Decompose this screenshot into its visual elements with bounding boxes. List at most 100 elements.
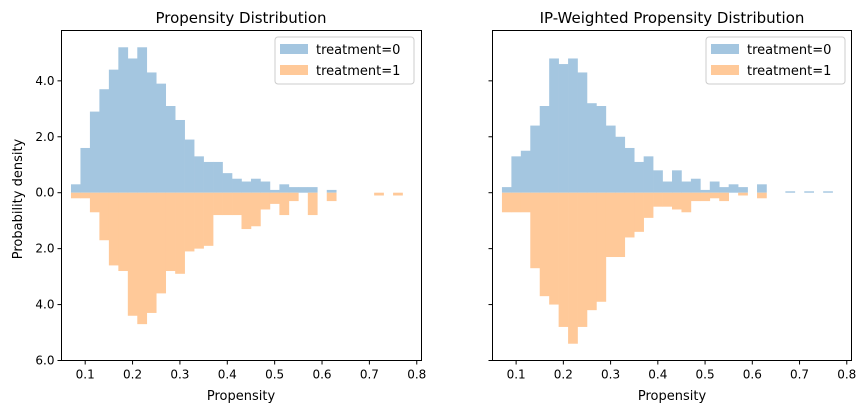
bar-treatment-1 xyxy=(184,192,195,252)
bar-treatment-0 xyxy=(194,156,204,193)
bar-treatment-0 xyxy=(298,187,309,193)
bar-treatment-0 xyxy=(785,191,796,193)
bar-treatment-0 xyxy=(241,181,252,193)
bar-treatment-0 xyxy=(203,161,214,193)
legend: treatment=0 treatment=1 xyxy=(274,36,415,85)
bar-treatment-0 xyxy=(80,147,91,193)
bar-treatment-0 xyxy=(184,139,195,193)
bar-treatment-1 xyxy=(511,192,522,213)
bar-treatment-0 xyxy=(558,64,569,193)
bar-treatment-1 xyxy=(127,192,138,316)
legend-box xyxy=(705,36,846,85)
bar-treatment-1 xyxy=(586,192,597,311)
bar-treatment-0 xyxy=(596,106,607,193)
x-tick-label: 0.7 xyxy=(360,368,379,382)
propensity-distribution-panel: Propensity Distribution Probability dens… xyxy=(11,9,426,404)
bar-treatment-0 xyxy=(269,189,280,193)
bar-treatment-1 xyxy=(719,192,729,202)
histogram-bars xyxy=(70,47,403,325)
bar-treatment-0 xyxy=(99,89,110,193)
bar-treatment-1 xyxy=(520,192,531,213)
plot-frame xyxy=(61,30,422,361)
bar-treatment-1 xyxy=(634,192,644,232)
bar-treatment-0 xyxy=(615,136,626,193)
bar-treatment-1 xyxy=(194,192,204,249)
bar-treatment-1 xyxy=(624,192,635,238)
x-tick-label: 0.4 xyxy=(218,368,237,382)
bar-treatment-1 xyxy=(681,192,692,213)
axis-ticks: 0.1 0.2 0.3 0.4 0.5 0.6 0.7 0.8 4.0 2.0 0.0 2.0 4.0 6… xyxy=(35,74,426,382)
bar-treatment-0 xyxy=(823,191,833,193)
bar-treatment-1 xyxy=(568,192,578,344)
bar-treatment-0 xyxy=(250,178,261,193)
bar-treatment-0 xyxy=(520,150,531,193)
bar-treatment-0 xyxy=(501,187,512,193)
plot-frame xyxy=(492,30,852,361)
bar-treatment-1 xyxy=(558,192,569,327)
bar-treatment-0 xyxy=(804,191,815,193)
bar-treatment-0 xyxy=(643,156,654,193)
bar-treatment-1 xyxy=(596,192,607,302)
bar-treatment-1 xyxy=(549,192,559,305)
bar-treatment-0 xyxy=(634,161,644,193)
y-tick-label: 0.0 xyxy=(35,186,54,200)
bar-treatment-0 xyxy=(222,173,233,193)
bar-treatment-0 xyxy=(738,187,748,193)
bar-treatment-0 xyxy=(530,125,541,193)
bar-treatment-0 xyxy=(757,184,767,193)
ip-weighted-propensity-distribution-panel: IP-Weighted Propensity Distribution Prop… xyxy=(488,9,856,404)
x-tick-label: 0.1 xyxy=(507,368,526,382)
bar-treatment-1 xyxy=(250,192,261,227)
bar-treatment-0 xyxy=(728,184,739,193)
bar-treatment-0 xyxy=(165,106,176,193)
y-tick-label: 2.0 xyxy=(35,242,54,256)
legend: treatment=0 treatment=1 xyxy=(705,36,846,85)
legend-label-treatment-1: treatment=1 xyxy=(316,64,400,79)
bar-treatment-1 xyxy=(175,192,185,274)
bar-treatment-0 xyxy=(146,72,157,193)
bar-treatment-1 xyxy=(662,192,673,207)
x-tick-label: 0.5 xyxy=(696,368,715,382)
legend-label-treatment-0: treatment=0 xyxy=(747,43,831,58)
bar-treatment-1 xyxy=(146,192,157,313)
bar-treatment-0 xyxy=(662,181,673,193)
bar-treatment-0 xyxy=(89,111,100,193)
axis-ticks: 0.1 0.2 0.3 0.4 0.5 0.6 0.7 0.8 xyxy=(488,80,856,382)
legend-label-treatment-1: treatment=1 xyxy=(747,64,831,79)
bar-treatment-0 xyxy=(175,119,185,193)
x-tick-label: 0.4 xyxy=(648,368,667,382)
bar-treatment-1 xyxy=(326,192,337,202)
chart-title: Propensity Distribution xyxy=(155,9,326,27)
bar-treatment-1 xyxy=(232,192,242,216)
bar-treatment-0 xyxy=(288,187,299,193)
bar-treatment-0 xyxy=(70,184,81,193)
x-tick-label: 0.6 xyxy=(743,368,762,382)
bar-treatment-0 xyxy=(137,47,148,193)
legend-swatch-treatment-1 xyxy=(280,65,308,75)
y-tick-label: 6.0 xyxy=(35,354,54,368)
bar-treatment-0 xyxy=(127,58,138,193)
bar-treatment-1 xyxy=(672,192,682,210)
x-tick-label: 0.8 xyxy=(407,368,426,382)
y-tick-label: 2.0 xyxy=(35,130,54,144)
bar-treatment-1 xyxy=(577,192,588,327)
bar-treatment-1 xyxy=(165,192,176,272)
bar-treatment-0 xyxy=(681,181,692,193)
x-tick-label: 0.3 xyxy=(170,368,189,382)
bar-treatment-0 xyxy=(307,187,318,193)
bar-treatment-0 xyxy=(568,58,578,193)
legend-swatch-treatment-0 xyxy=(280,44,308,54)
bar-treatment-0 xyxy=(719,187,729,193)
bar-treatment-0 xyxy=(690,178,701,193)
bar-treatment-1 xyxy=(156,192,167,294)
bar-treatment-1 xyxy=(70,192,81,199)
x-axis-label: Propensity xyxy=(207,389,276,404)
bar-treatment-1 xyxy=(393,192,403,196)
bar-treatment-1 xyxy=(279,192,290,216)
bar-treatment-1 xyxy=(643,192,654,218)
bar-treatment-1 xyxy=(213,192,223,216)
bar-treatment-0 xyxy=(577,72,588,193)
legend-label-treatment-0: treatment=0 xyxy=(316,43,400,58)
bar-treatment-1 xyxy=(260,192,271,210)
